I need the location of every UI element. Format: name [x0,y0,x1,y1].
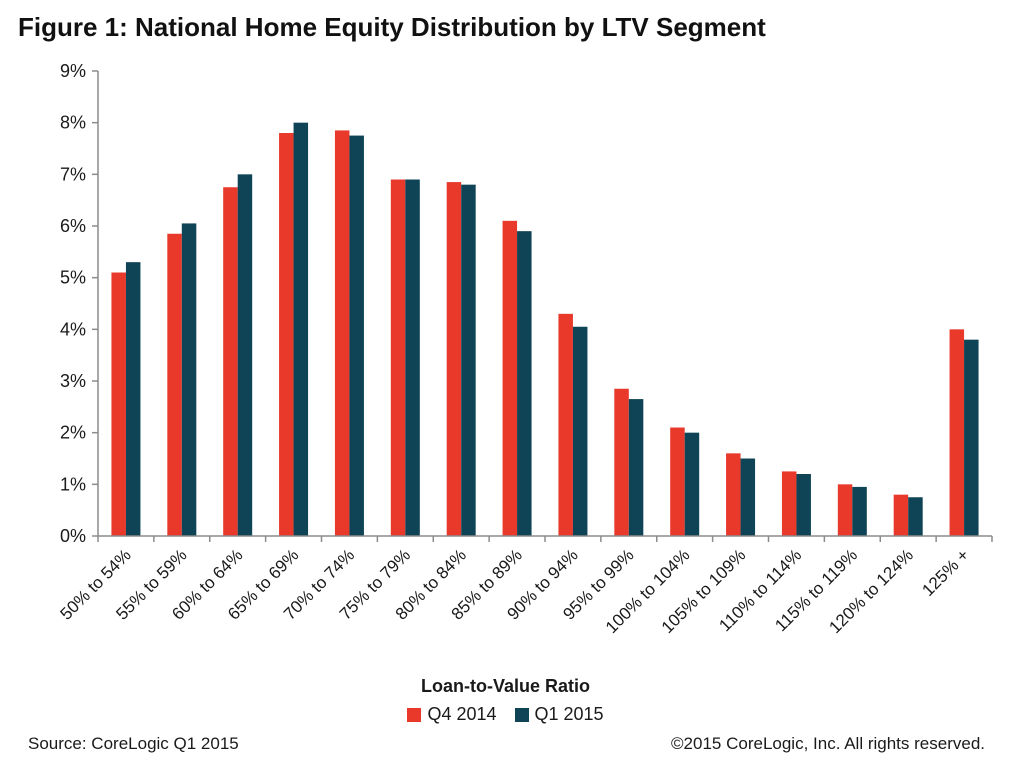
bar-q4-2014 [223,187,238,536]
y-tick-label: 8% [60,113,86,133]
legend-item-q4-2014: Q4 2014 [407,704,497,725]
bar-q1-2015 [740,458,756,536]
bar-q4-2014 [614,388,629,536]
bar-q1-2015 [237,174,253,537]
bar-q4-2014 [893,494,909,536]
bar-q4-2014 [726,453,741,536]
bar-q4-2014 [111,272,126,536]
bar-q4-2014 [837,484,853,536]
x-tick-label: 125% + [918,545,973,600]
y-tick-label: 5% [60,268,86,288]
legend-label-q4-2014: Q4 2014 [427,704,497,724]
legend: Q4 2014 Q1 2015 [0,704,1011,725]
y-tick-label: 4% [60,319,86,339]
bar-chart: 0% 1% 2% 3% 4% 5% 6% 7% 8% 9% 50% to 54%55% to 59… [56,61,993,637]
y-axis-ticks: 0% 1% 2% 3% 4% 5% 6% 7% 8% 9% [60,61,98,546]
bar-q4-2014 [781,471,797,536]
y-tick-label: 6% [60,216,86,236]
bar-q1-2015 [293,122,309,537]
x-axis-ticks: 50% to 54%55% to 59%60% to 64%65% to 69%… [56,536,993,637]
bar-q4-2014 [670,427,685,536]
legend-swatch-q1-2015 [514,707,529,722]
y-tick-label: 1% [60,474,86,494]
bar-q4-2014 [334,130,350,536]
bar-q4-2014 [949,329,965,536]
bar-q1-2015 [796,474,811,536]
bar-q1-2015 [964,339,979,536]
y-tick-label: 7% [60,164,86,184]
legend-swatch-q4-2014 [407,707,422,722]
legend-item-q1-2015: Q1 2015 [514,704,604,725]
bar-q1-2015 [852,486,867,536]
x-axis-label: Loan-to-Value Ratio [420,676,590,696]
bar-q4-2014 [446,182,462,537]
bar-q4-2014 [279,133,294,536]
y-tick-label: 2% [60,423,86,443]
bar-q4-2014 [558,313,573,536]
bar-q4-2014 [502,220,518,537]
bar-q1-2015 [908,497,923,536]
chart-title: Figure 1: National Home Equity Distribut… [18,12,766,42]
bar-q1-2015 [461,184,476,536]
legend-label-q1-2015: Q1 2015 [534,704,604,724]
bar-q1-2015 [125,262,141,536]
bar-q1-2015 [628,399,644,536]
source-note: Source: CoreLogic Q1 2015 [28,734,239,753]
bar-q1-2015 [572,326,588,536]
bar-q1-2015 [517,231,532,536]
bar-series [111,122,979,537]
bar-q1-2015 [349,135,364,537]
bar-q1-2015 [181,223,197,536]
bar-q4-2014 [390,179,406,536]
y-tick-label: 3% [60,371,86,391]
y-tick-label: 9% [60,61,86,81]
y-tick-label: 0% [60,526,86,546]
bar-q1-2015 [405,179,420,536]
bar-q4-2014 [167,233,182,536]
bar-q1-2015 [684,432,700,536]
copyright-note: ©2015 CoreLogic, Inc. All rights reserve… [671,734,985,753]
